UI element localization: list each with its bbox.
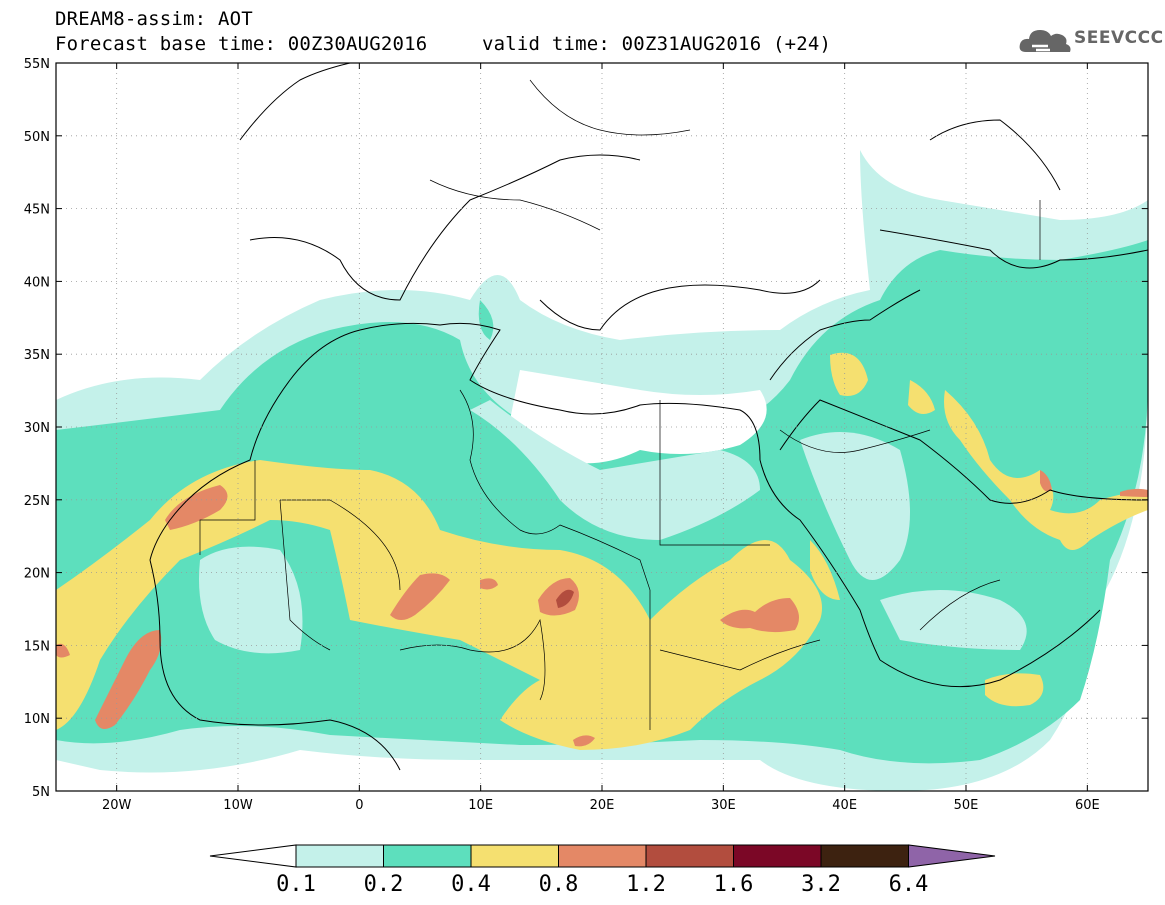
colorbar-level-label: 0.1 [276, 872, 316, 897]
aot-level-0.4 [56, 352, 1148, 750]
colorbar-box [558, 844, 647, 868]
lat-label: 55N [24, 57, 50, 72]
lat-label: 25N [24, 494, 50, 509]
lon-label: 0 [355, 798, 363, 813]
colorbar-level-label: 1.6 [713, 872, 754, 897]
longitude-labels: 20W 10W 0 10E 20E 30E 40E 50E 60E [102, 798, 1100, 813]
colorbar-level-label: 0.8 [538, 872, 579, 897]
colorbar-level-label: 6.4 [888, 872, 929, 897]
lon-label: 50E [954, 798, 979, 813]
lon-label: 10E [468, 798, 493, 813]
forecast-base-time: Forecast base time: 00Z30AUG2016 [55, 33, 428, 55]
aot-level-0.1-inner [199, 400, 1027, 654]
colorbar-level-label: 0.4 [451, 872, 491, 897]
lon-label: 10W [223, 798, 253, 813]
aot-contours [56, 150, 1148, 791]
seevccc-logo: SEEVCCC [1018, 22, 1163, 58]
lat-label: 45N [24, 203, 50, 218]
lon-label: 20E [590, 798, 615, 813]
lat-label: 40N [24, 275, 50, 290]
colorbar [209, 844, 996, 868]
axis-ticks [56, 62, 1148, 792]
colorbar-box [470, 844, 559, 868]
colorbar-level-label: 0.2 [363, 872, 404, 897]
colorbar-box [295, 844, 384, 868]
lon-label: 60E [1075, 798, 1100, 813]
colorbar-box [645, 844, 734, 868]
gridlines [56, 63, 1148, 791]
colorbar-over-arrow [908, 844, 996, 868]
aot-level-1.2 [556, 589, 574, 608]
lat-label: 15N [24, 639, 50, 654]
lon-label: 30E [711, 798, 736, 813]
lon-label: 20W [102, 798, 132, 813]
latitude-labels: 55N 50N 45N 40N 35N 30N 25N 20N 15N 10N 5N [24, 57, 50, 800]
lat-label: 35N [24, 348, 50, 363]
lat-label: 10N [24, 712, 50, 727]
colorbar-box [733, 844, 822, 868]
logo-text: SEEVCCC [1074, 28, 1164, 48]
colorbar-box [820, 844, 909, 868]
lat-label: 5N [32, 785, 50, 800]
aot-level-0.8 [56, 470, 1148, 747]
colorbar-box [383, 844, 472, 868]
cloud-icon [1019, 30, 1071, 52]
country-borders [199, 79, 1041, 730]
lat-label: 30N [24, 421, 50, 436]
map-title: DREAM8-assim: AOT [55, 8, 253, 30]
lat-label: 50N [24, 130, 50, 145]
lon-label: 40E [832, 798, 857, 813]
colorbar-level-label: 3.2 [801, 872, 841, 897]
colorbar-under-arrow [209, 844, 297, 868]
colorbar-level-label: 1.2 [626, 872, 666, 897]
valid-time: valid time: 00Z31AUG2016 (+24) [482, 33, 832, 55]
lat-label: 20N [24, 567, 50, 582]
